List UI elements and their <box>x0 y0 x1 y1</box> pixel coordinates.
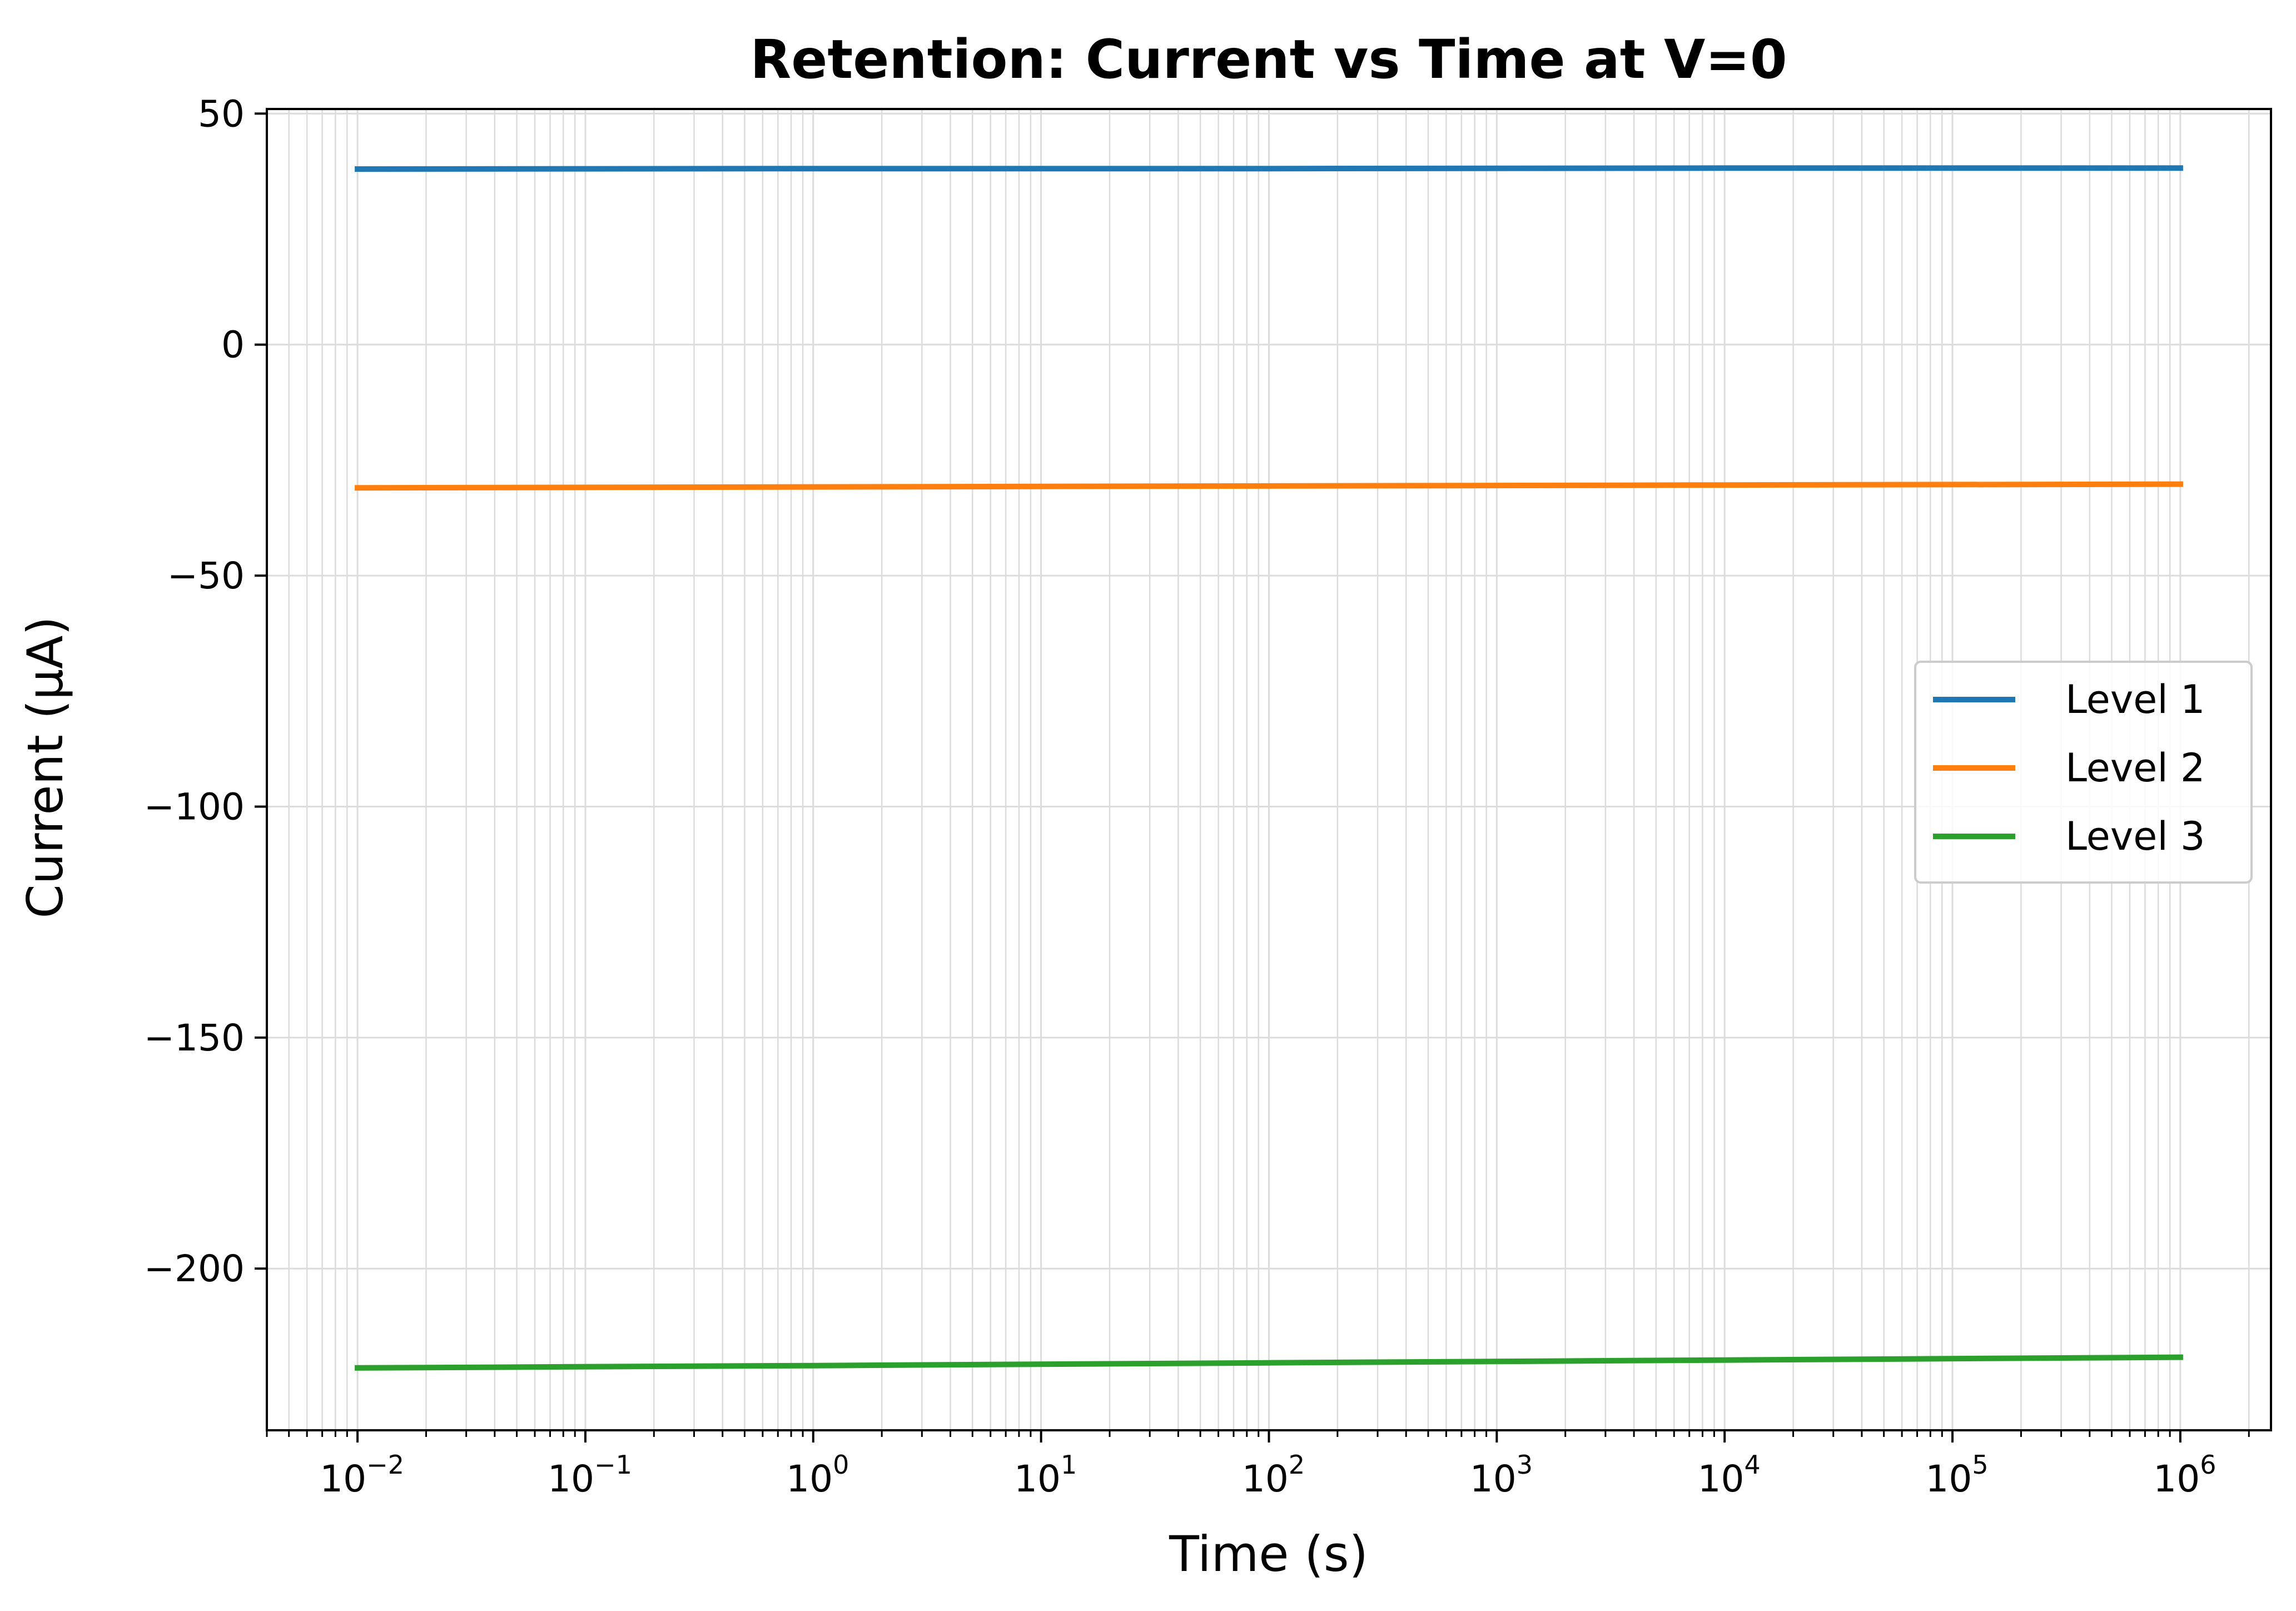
y-axis-label: Current (μA) <box>17 616 74 918</box>
x-tick-label: 100 <box>786 1450 849 1500</box>
legend-box <box>1914 661 2253 884</box>
legend-label: Level 3 <box>2065 814 2205 859</box>
series-line-level-1 <box>355 165 2183 172</box>
series-line-level-2 <box>355 481 2183 491</box>
y-tick-label: 50 <box>198 92 245 135</box>
legend: Level 1 Level 2 Level 3 <box>1914 661 2253 884</box>
x-tick-label: 102 <box>1242 1450 1305 1500</box>
x-tick-label: 103 <box>1470 1450 1533 1500</box>
series-line-level-3 <box>355 1354 2183 1371</box>
x-tick-label: 10−2 <box>320 1450 404 1500</box>
y-tick-label: −100 <box>144 785 245 828</box>
x-tick-label: 104 <box>1698 1450 1761 1500</box>
x-axis-label: Time (s) <box>1169 1525 1368 1583</box>
x-tick-label: 101 <box>1014 1450 1077 1500</box>
legend-label: Level 1 <box>2065 677 2205 722</box>
x-tick-label: 106 <box>2153 1450 2216 1500</box>
x-tick-label: 10−1 <box>548 1450 632 1500</box>
y-tick-label: 0 <box>221 324 245 366</box>
legend-label: Level 2 <box>2065 745 2205 791</box>
y-tick-label: −150 <box>144 1017 245 1059</box>
y-tick-label: −200 <box>144 1247 245 1290</box>
x-tick-label: 105 <box>1925 1450 1988 1500</box>
y-tick-label: −50 <box>167 554 245 597</box>
chart-title: Retention: Current vs Time at V=0 <box>750 28 1787 91</box>
